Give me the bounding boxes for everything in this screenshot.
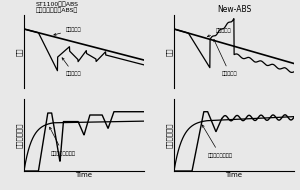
X-axis label: Time: Time bbox=[226, 172, 242, 178]
Text: 理想的なかけかた: 理想的なかけかた bbox=[202, 125, 232, 158]
Y-axis label: キャリパ液圧: キャリパ液圧 bbox=[16, 122, 22, 147]
Text: 車体の速度: 車体の速度 bbox=[207, 28, 232, 37]
Y-axis label: 速度: 速度 bbox=[16, 47, 22, 56]
Text: 車体の速度: 車体の速度 bbox=[54, 27, 82, 35]
Y-axis label: 速度: 速度 bbox=[166, 47, 172, 56]
Y-axis label: キャリパ液圧: キャリパ液圧 bbox=[166, 122, 172, 147]
Text: 車輪の速度: 車輪の速度 bbox=[214, 40, 238, 76]
Text: 車輪の速度: 車輪の速度 bbox=[62, 58, 82, 76]
Title: New-ABS: New-ABS bbox=[217, 6, 251, 14]
Text: 理想的なかけかた: 理想的なかけかた bbox=[50, 127, 75, 156]
Title: ST1100搭載ABS
（ソレノイド型ABS）: ST1100搭載ABS （ソレノイド型ABS） bbox=[36, 1, 79, 13]
X-axis label: Time: Time bbox=[76, 172, 92, 178]
